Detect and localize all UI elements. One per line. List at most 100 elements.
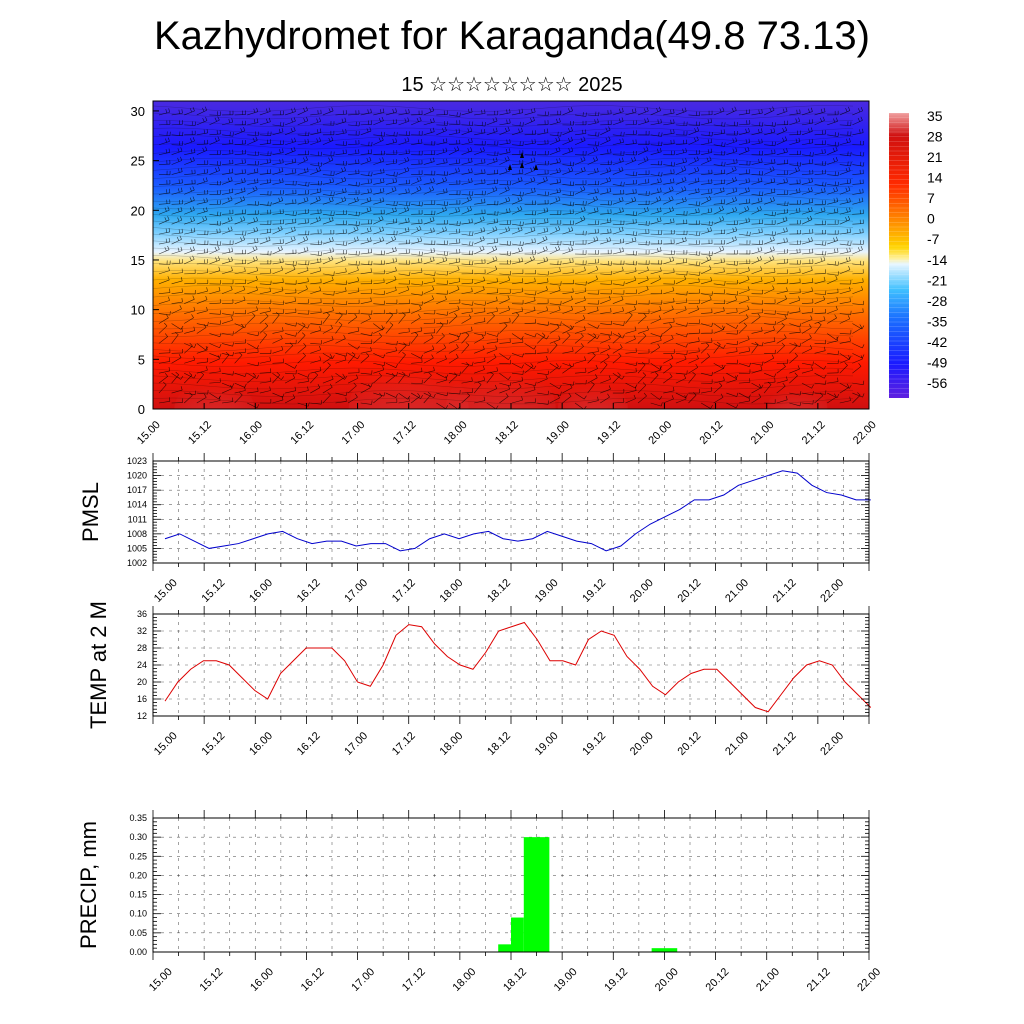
warm-core-2: [557, 379, 628, 409]
temp-ytick-label-3: 24: [137, 660, 147, 670]
colorbar-label-0: 35: [927, 108, 943, 124]
pmsl-ytick-label-0: 1002: [127, 558, 147, 568]
heatmap-ytick-label-1: 5: [138, 352, 145, 367]
heatmap-xtick-label-2: 16.00: [237, 419, 265, 447]
precip-xtick-label-3: 16.12: [299, 966, 327, 994]
precip-ytick-label-1: 0.05: [129, 928, 147, 938]
pmsl-ytick-label-3: 1011: [128, 514, 147, 524]
heatmap-ytick-label-2: 10: [131, 303, 145, 318]
heatmap-xtick-label-1: 15.12: [186, 419, 214, 447]
heatmap-ytick-label-4: 20: [131, 203, 145, 218]
temp-xtick-label-1: 15.12: [200, 730, 228, 758]
heatmap-xtick-label-12: 21.00: [749, 419, 777, 447]
temp-ytick-label-5: 32: [137, 626, 147, 636]
heatmap-ytick-label-0: 0: [138, 402, 145, 417]
pmsl-ytick-label-2: 1008: [127, 529, 147, 539]
warm-core-1: [445, 364, 556, 409]
heatmap-ytick-label-5: 25: [131, 154, 145, 169]
pmsl-xtick-label-1: 15.12: [200, 577, 228, 605]
pmsl-ytick-label-6: 1020: [127, 471, 147, 481]
heatmap-ytick-label-3: 15: [131, 253, 145, 268]
temp-xtick-label-3: 16.12: [295, 730, 323, 758]
precip-xtick-label-7: 18.12: [501, 966, 529, 994]
colorbar-label-5: 0: [927, 211, 935, 227]
precip-xtick-label-2: 16.00: [248, 966, 276, 994]
marker-2: [534, 164, 538, 170]
chart-subtitle: 15 ☆☆☆☆☆☆☆☆ 2025: [401, 74, 623, 96]
temperature-field: [153, 101, 869, 409]
temp-xtick-label-4: 17.00: [342, 730, 370, 758]
heatmap-xtick-label-8: 19.00: [544, 419, 572, 447]
pmsl-ytick-label-5: 1017: [127, 485, 147, 495]
chart-title: Kazhydromet for Karaganda(49.8 73.13): [154, 14, 870, 58]
pmsl-ytick-label-1: 1005: [127, 543, 147, 553]
colorbar: 35 28 21 14 7 0 -7 -14 -21 -28 -35 -42 -49 -56: [889, 108, 947, 398]
precip-xtick-label-12: 21.00: [754, 966, 782, 994]
temp-xtick-label-9: 19.12: [580, 730, 608, 758]
pmsl-xtick-label-11: 20.12: [676, 577, 704, 605]
wind-barbs: [158, 106, 865, 409]
precip-ytick-label-5: 0.25: [129, 851, 147, 861]
temp-xtick-label-6: 18.00: [438, 730, 466, 758]
pmsl-xtick-label-14: 22.00: [818, 577, 846, 605]
pmsl-xtick-label-3: 16.12: [295, 577, 323, 605]
heatmap-xtick-label-11: 20.12: [697, 419, 725, 447]
precip-xtick-label-4: 17.00: [349, 966, 377, 994]
temp-xtick-label-10: 20.00: [628, 730, 656, 758]
precip-bar-2: [523, 837, 550, 952]
temp-xtick-label-8: 19.00: [533, 730, 561, 758]
temp-grid: [153, 614, 869, 716]
pmsl-xtick-label-6: 18.00: [438, 577, 466, 605]
precip-xtick-label-10: 20.00: [653, 966, 681, 994]
precip-ytick-label-3: 0.15: [129, 890, 147, 900]
temp-ytick-label-4: 28: [137, 643, 147, 653]
precip-xtick-label-14: 22.00: [855, 966, 883, 994]
colorbar-label-2: 21: [927, 149, 943, 165]
precip-xtick-label-1: 15.12: [198, 966, 226, 994]
precip-xtick-label-5: 17.12: [400, 966, 428, 994]
precip-bar-3: [651, 948, 678, 952]
precip-xtick-label-6: 18.00: [451, 966, 479, 994]
pmsl-xtick-label-12: 21.00: [723, 577, 751, 605]
pmsl-xtick-label-0: 15.00: [152, 577, 180, 605]
pmsl-series-line: [164, 470, 871, 552]
temp-xtick-label-0: 15.00: [152, 730, 180, 758]
precip-bar-1: [511, 917, 524, 952]
marker-3: [520, 152, 524, 158]
pmsl-panel: 1002 1005 1008 1011 1014 1017 1020 1023 15.00 15.…: [78, 453, 871, 605]
precip-xtick-label-8: 19.00: [552, 966, 580, 994]
precip-ytick-label-4: 0.20: [129, 870, 147, 880]
precip-grid: [153, 818, 869, 952]
pmsl-xtick-label-5: 17.12: [390, 577, 418, 605]
colorbar-label-12: -49: [927, 354, 947, 370]
temp-xtick-label-7: 18.12: [485, 730, 513, 758]
precip-ytick-label-6: 0.30: [129, 832, 147, 842]
precip-bar-0: [498, 944, 511, 952]
colorbar-label-13: -56: [927, 375, 947, 391]
marker-0: [508, 164, 512, 170]
temp-ytick-label-0: 12: [137, 711, 147, 721]
pmsl-xtick-label-7: 18.12: [485, 577, 513, 605]
pmsl-xtick-label-2: 16.00: [247, 577, 275, 605]
pmsl-xtick-label-4: 17.00: [342, 577, 370, 605]
pmsl-ylabel: PMSL: [78, 482, 103, 542]
heatmap-xtick-label-7: 18.12: [493, 419, 521, 447]
temp-ylabel: TEMP at 2 M: [86, 601, 111, 729]
colorbar-label-3: 14: [927, 170, 943, 186]
temp-xtick-label-12: 21.00: [723, 730, 751, 758]
colorbar-label-1: 28: [927, 129, 943, 145]
temp-ytick-label-6: 36: [137, 609, 147, 619]
heatmap-xtick-label-10: 20.00: [646, 419, 674, 447]
temp-ytick-label-1: 16: [137, 694, 147, 704]
warm-core-3: [767, 384, 828, 409]
pmsl-ytick-label-4: 1014: [127, 500, 147, 510]
heatmap-xtick-label-0: 15.00: [135, 419, 163, 447]
marker-1: [520, 162, 524, 168]
colorbar-label-4: 7: [927, 190, 935, 206]
precip-ytick-label-0: 0.00: [129, 947, 147, 957]
precip-ytick-label-7: 0.35: [129, 813, 147, 823]
isotherms: [153, 105, 854, 405]
temp-xtick-label-5: 17.12: [390, 730, 418, 758]
temp-ytick-label-2: 20: [137, 677, 147, 687]
